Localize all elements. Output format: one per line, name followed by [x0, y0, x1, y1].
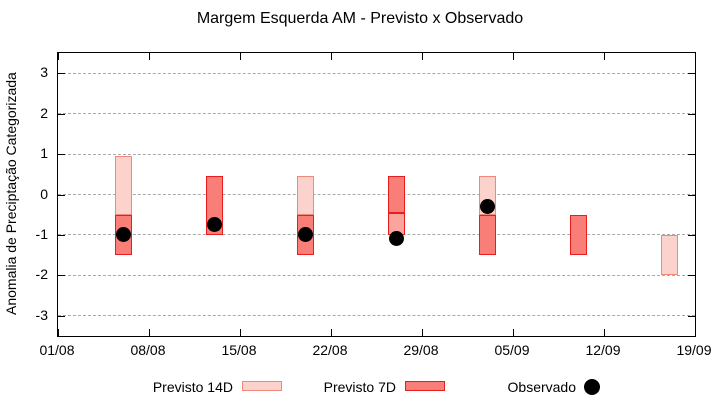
legend-swatch-previsto-7d: [405, 381, 445, 391]
legend-swatch-previsto-14d: [242, 381, 282, 391]
grid-line: [58, 72, 695, 74]
x-tick-top: [603, 53, 605, 60]
observado-dot: [388, 231, 404, 247]
x-tick-bottom: [239, 329, 241, 336]
forecast-bar-segment-previsto_14d: [114, 156, 132, 215]
x-tick-top: [694, 53, 696, 60]
y-tick-left: [58, 275, 65, 277]
x-tick-label: 15/08: [221, 342, 257, 358]
x-tick-bottom: [421, 329, 423, 336]
legend-label-previsto-7d: Previsto 7D: [323, 379, 396, 395]
x-tick-label: 01/08: [39, 342, 75, 358]
legend-label-previsto-14d: Previsto 14D: [152, 379, 233, 395]
y-tick-right: [688, 315, 695, 317]
observado-dot: [206, 217, 222, 233]
y-tick-label: 3: [40, 64, 48, 81]
grid-line: [58, 274, 695, 276]
x-tick-top: [239, 53, 241, 60]
y-tick-right: [688, 113, 695, 115]
x-tick-bottom: [148, 329, 150, 336]
forecast-bar-segment-previsto_7d: [478, 214, 496, 256]
grid-line: [58, 153, 695, 155]
forecast-bar-segment-previsto_14d: [660, 234, 678, 276]
x-tick-bottom: [512, 329, 514, 336]
x-tick-top: [330, 53, 332, 60]
y-tick-label: -3: [35, 306, 48, 323]
y-tick-right: [688, 154, 695, 156]
y-tick-right: [688, 275, 695, 277]
legend-label-observado: Observado: [507, 379, 576, 395]
x-tick-top: [148, 53, 150, 60]
y-tick-right: [688, 73, 695, 75]
y-tick-left: [58, 234, 65, 236]
x-tick-label: 29/08: [403, 342, 439, 358]
y-tick-right: [688, 234, 695, 236]
grid-line: [58, 315, 695, 317]
grid-line: [58, 194, 695, 195]
y-tick-right: [688, 194, 695, 196]
y-tick-label: -2: [35, 266, 48, 283]
y-tick-left: [58, 194, 65, 196]
y-tick-label: 2: [40, 104, 48, 121]
x-tick-top: [512, 53, 514, 60]
forecast-bar-segment-previsto_7d: [387, 176, 405, 213]
observado-dot: [115, 227, 131, 243]
y-tick-left: [58, 315, 65, 317]
x-tick-bottom: [603, 329, 605, 336]
y-tick-label: -1: [35, 225, 48, 242]
observado-dot: [479, 199, 495, 215]
x-tick-label: 05/09: [494, 342, 530, 358]
x-tick-label: 22/08: [312, 342, 348, 358]
x-tick-bottom: [694, 329, 696, 336]
x-tick-bottom: [57, 329, 59, 336]
chart-title: Margem Esquerda AM - Previsto x Observad…: [196, 10, 524, 27]
x-tick-top: [57, 53, 59, 60]
x-tick-label: 12/09: [585, 342, 621, 358]
x-tick-label: 19/09: [676, 342, 712, 358]
grid-line: [58, 234, 695, 236]
y-tick-label: 1: [40, 145, 48, 162]
y-tick-left: [58, 113, 65, 115]
plot-area: [57, 52, 696, 337]
x-tick-top: [421, 53, 423, 60]
forecast-bar-segment-previsto_14d: [296, 176, 314, 215]
y-tick-label: 0: [40, 185, 48, 202]
forecast-bar-segment-previsto_7d: [569, 214, 587, 256]
y-tick-left: [58, 154, 65, 156]
legend-dot-observado: [584, 379, 600, 395]
observado-dot: [297, 227, 313, 243]
x-tick-bottom: [330, 329, 332, 336]
x-tick-label: 08/08: [130, 342, 166, 358]
y-tick-left: [58, 73, 65, 75]
grid-line: [58, 113, 695, 115]
